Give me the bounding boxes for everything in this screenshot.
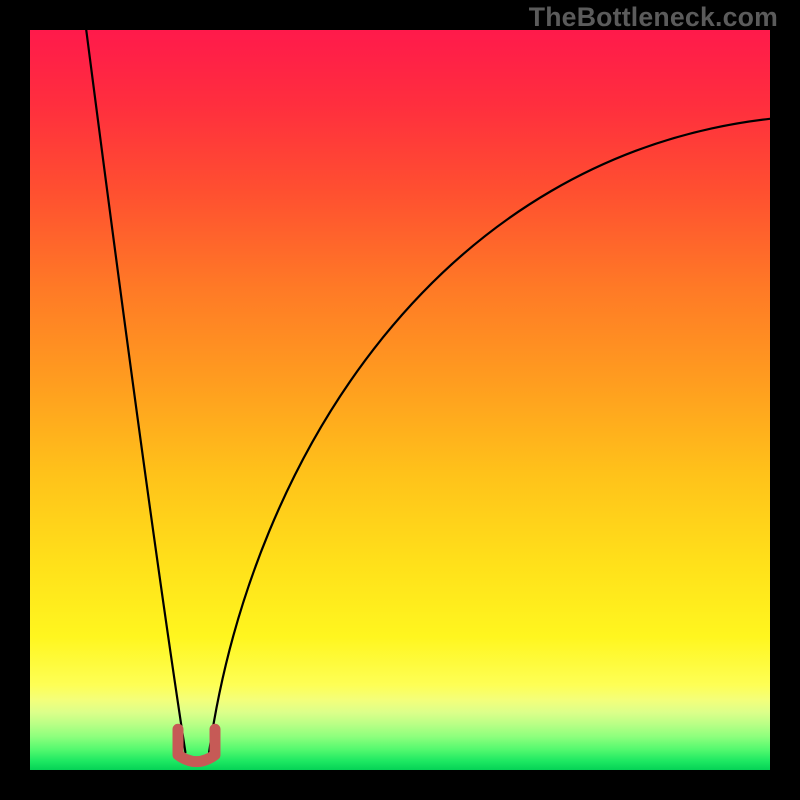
chart-frame [30,30,770,770]
chart-background [30,30,770,770]
watermark-text: TheBottleneck.com [529,2,778,33]
chart-svg [30,30,770,770]
stage: TheBottleneck.com [0,0,800,800]
chart-plot [30,30,770,770]
